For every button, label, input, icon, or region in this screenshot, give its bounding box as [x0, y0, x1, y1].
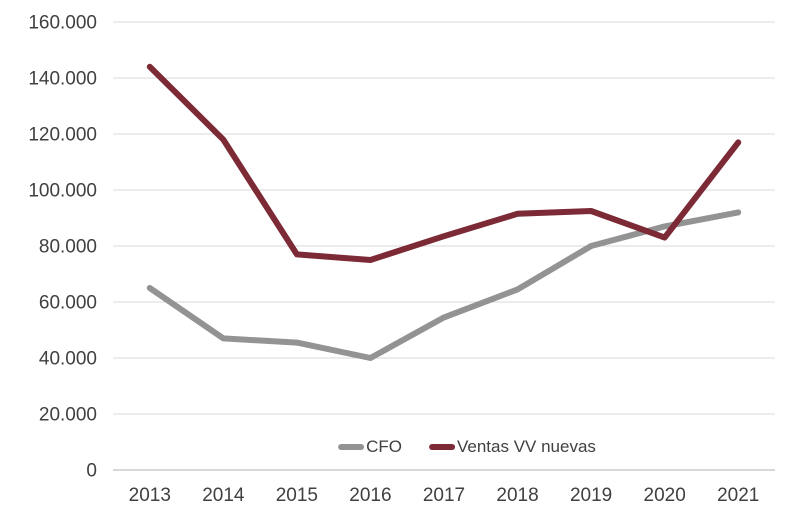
y-axis-label: 60.000 — [39, 293, 97, 314]
legend-item-ventas-vv-nuevas: Ventas VV nuevas — [428, 437, 596, 457]
x-axis-label: 2014 — [202, 485, 245, 506]
x-axis-label: 2013 — [129, 485, 171, 506]
y-axis-label: 140.000 — [28, 69, 97, 90]
legend-swatch-icon — [428, 444, 455, 450]
legend-item-cfo: CFO — [338, 437, 402, 457]
x-axis-label: 2020 — [644, 485, 686, 506]
y-axis-label: 40.000 — [39, 349, 97, 370]
legend: CFO Ventas VV nuevas — [338, 437, 596, 457]
y-axis-label: 0 — [86, 461, 97, 482]
x-axis-label: 2021 — [717, 485, 759, 506]
y-axis-label: 80.000 — [39, 237, 97, 258]
y-axis-label: 120.000 — [28, 125, 97, 146]
y-axis-label: 160.000 — [28, 13, 97, 34]
series-line-cfo — [146, 209, 742, 361]
y-axis-label: 20.000 — [39, 405, 97, 426]
y-axis-label: 100.000 — [28, 181, 97, 202]
legend-swatch-icon — [338, 444, 365, 450]
legend-label: Ventas VV nuevas — [456, 437, 596, 456]
x-axis-label: 2018 — [496, 485, 538, 506]
x-axis-label: 2019 — [570, 485, 612, 506]
legend-label: CFO — [366, 437, 402, 456]
x-axis-label: 2015 — [276, 485, 318, 506]
x-axis-label: 2016 — [349, 485, 391, 506]
series-line-ventas-vv-nuevas — [146, 63, 742, 263]
x-axis-label: 2017 — [423, 485, 465, 506]
